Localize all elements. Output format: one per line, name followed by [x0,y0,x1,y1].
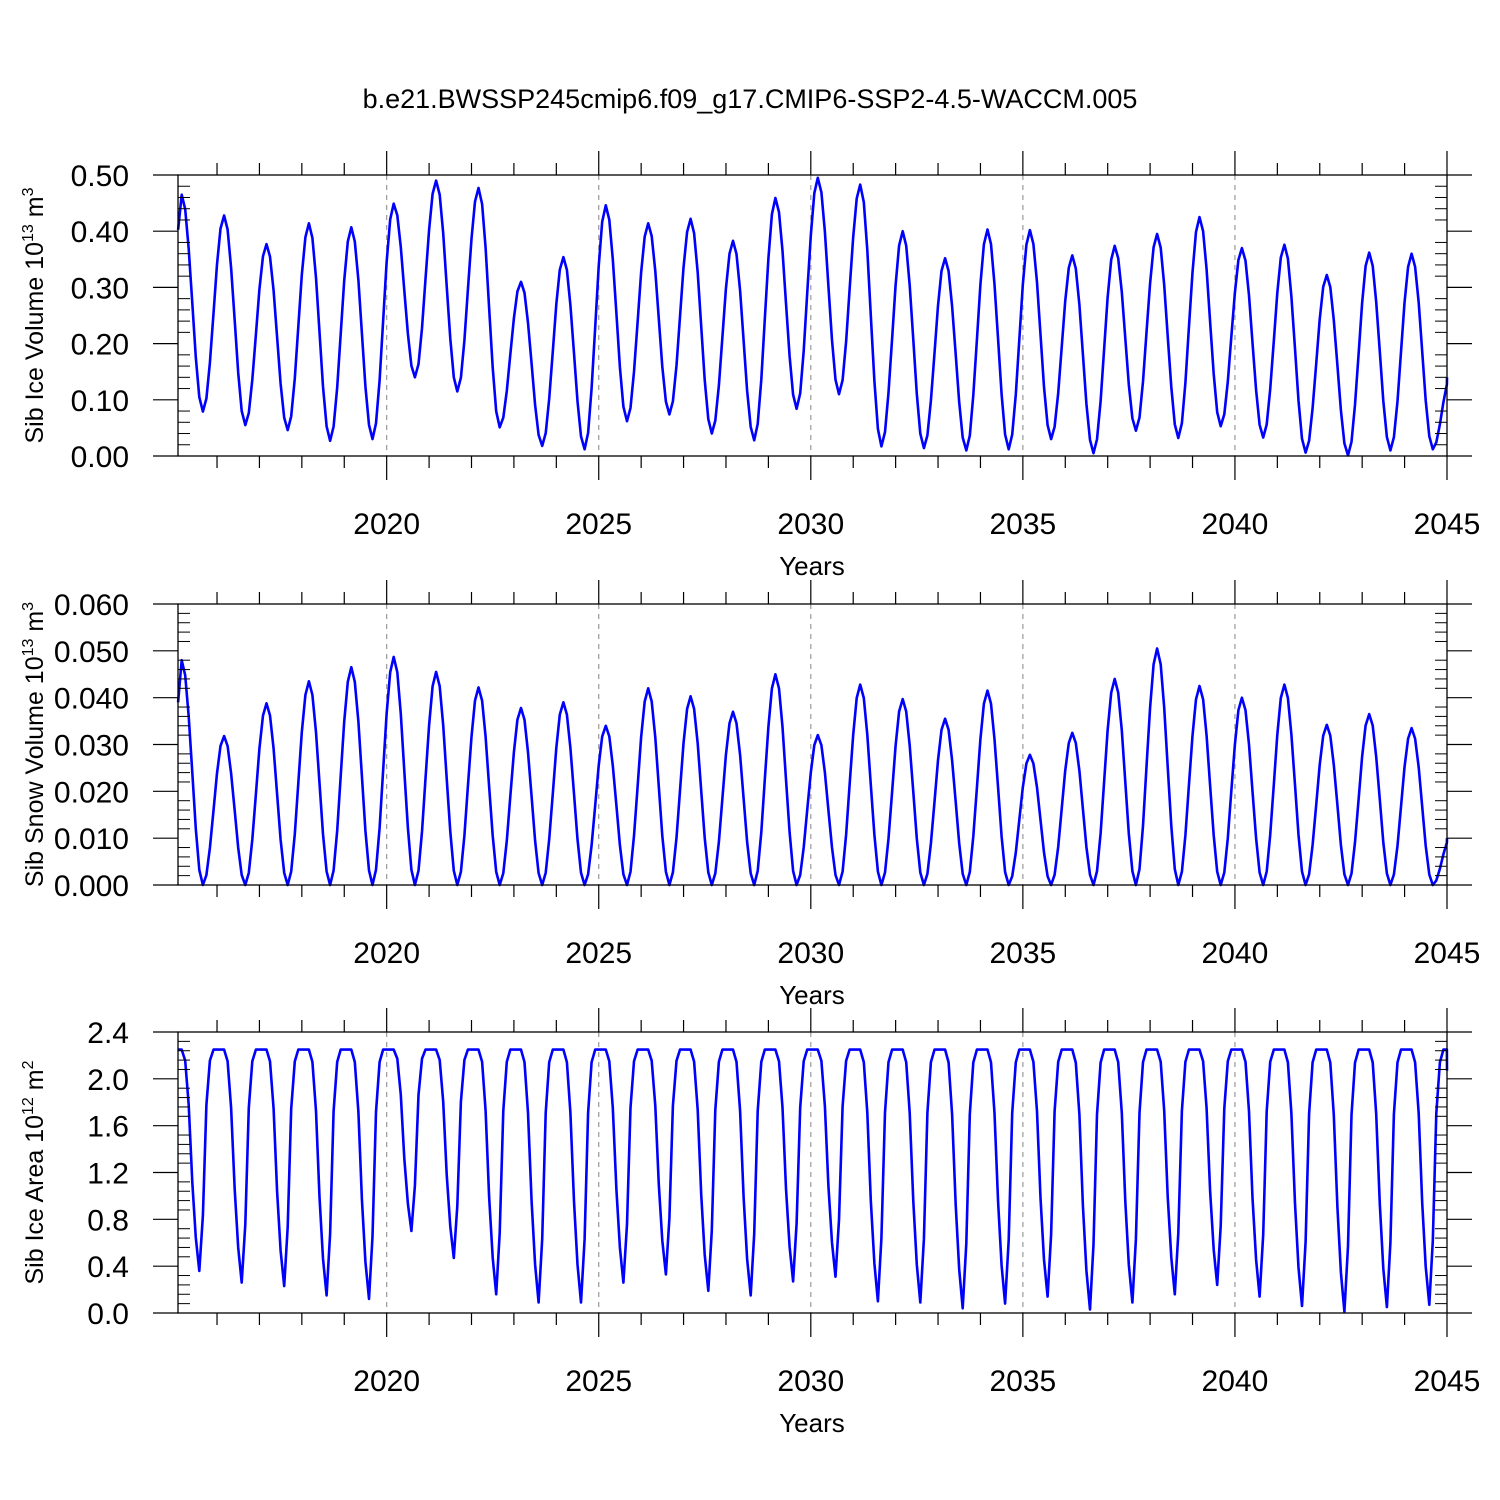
x-tick-label: 2040 [1202,508,1269,541]
x-tick-label: 2020 [353,1365,420,1398]
x-tick-label: 2025 [565,508,632,541]
x-tick-label: 2035 [989,1365,1056,1398]
snow-volume-panel: 0.000 0.010 0.020 0.030 0.040 0.050 0.060 2020 2… [20,580,1481,1010]
y-tick-label: 0.020 [54,776,129,809]
y-tick-label: 0.030 [54,730,129,763]
x-tick-label: 2020 [353,508,420,541]
y-tick-label: 0.000 [54,870,129,903]
x-tick-label: 2020 [353,937,420,970]
x-tick-label: 2045 [1414,1365,1481,1398]
y-tick-label: 0.10 [71,385,129,418]
y-tick-label: 2.0 [87,1064,129,1097]
x-tick-label: 2045 [1414,937,1481,970]
y-tick-label: 0.40 [71,216,129,249]
y-tick-label: 0.50 [71,160,129,193]
y-tick-label: 2.4 [87,1017,129,1050]
x-tick-label: 2035 [989,937,1056,970]
y-tick-label: 0.0 [87,1298,129,1331]
y-axis-label: Sib Snow Volume 1013 m3 [20,602,49,887]
y-tick-label: 0.30 [71,272,129,305]
x-tick-label: 2025 [565,937,632,970]
y-tick-label: 0.4 [87,1251,129,1284]
data-series-line [176,647,1449,887]
y-axis-label: Sib Ice Volume 1013 m3 [20,187,49,443]
y-tick-label: 0.8 [87,1204,129,1237]
plot-frame [177,174,1448,457]
data-series-line [176,176,1449,457]
ice-volume-panel: 0.00 0.10 0.20 0.30 0.40 0.50 2020 2025 2030 2035… [20,151,1481,581]
y-tick-label: 0.20 [71,329,129,362]
data-series-line [178,1048,1449,1314]
y-tick-label: 0.00 [71,441,129,474]
y-tick-label: 0.050 [54,636,129,669]
x-tick-label: 2025 [565,1365,632,1398]
x-axis-label: Years [779,551,845,581]
x-tick-label: 2040 [1202,1365,1269,1398]
x-tick-label: 2030 [777,508,844,541]
ice-area-panel: 0.0 0.4 0.8 1.2 1.6 2.0 2.4 2020 2025 2030 2035 204… [20,1008,1481,1438]
figure-title: b.e21.BWSSP245cmip6.f09_g17.CMIP6-SSP2-4… [362,84,1138,114]
y-tick-label: 1.6 [87,1111,129,1144]
x-tick-label: 2035 [989,508,1056,541]
y-axis-label: Sib Ice Area 1012 m2 [20,1060,49,1284]
x-axis-label: Years [779,1408,845,1438]
y-tick-label: 0.040 [54,683,129,716]
x-tick-label: 2030 [777,1365,844,1398]
x-axis-label: Years [779,980,845,1010]
y-tick-label: 1.2 [87,1158,129,1191]
y-tick-label: 0.010 [54,823,129,856]
x-tick-label: 2045 [1414,508,1481,541]
x-tick-label: 2030 [777,937,844,970]
y-tick-label: 0.060 [54,589,129,622]
x-tick-label: 2040 [1202,937,1269,970]
